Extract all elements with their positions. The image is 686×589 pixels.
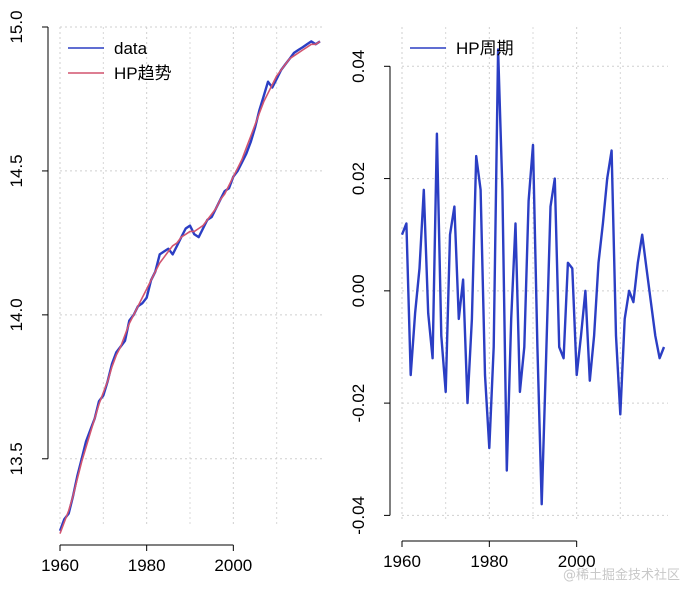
y-tick-label: 0.04 xyxy=(349,50,368,83)
y-tick-label: 14.0 xyxy=(7,298,26,331)
axes: 13.5 14.0 14.5 15.0 1960 1980 2000 xyxy=(7,10,252,575)
x-tick-label: 1980 xyxy=(128,556,166,575)
legend-label: HP趋势 xyxy=(114,64,172,83)
y-tick-label: 15.0 xyxy=(7,10,26,43)
x-tick-label: 1960 xyxy=(41,556,79,575)
hp-trend-panel: 13.5 14.0 14.5 15.0 1960 1980 2000 data HP趋势 xyxy=(7,10,324,575)
legend-label: data xyxy=(114,39,148,58)
legend: data HP趋势 xyxy=(68,39,172,83)
legend-label: HP周期 xyxy=(456,39,514,58)
series-line-data xyxy=(58,40,321,532)
axes: -0.04 -0.02 0.00 0.02 0.04 1960 1980 2000 xyxy=(349,50,596,571)
y-tick-label: -0.04 xyxy=(349,496,368,535)
x-tick-label: 1980 xyxy=(470,552,508,571)
y-tick-label: 0.00 xyxy=(349,274,368,307)
hp-cycle-panel: -0.04 -0.02 0.00 0.02 0.04 1960 1980 2000 HP周期 xyxy=(349,27,668,571)
x-tick-label: 2000 xyxy=(558,552,596,571)
grid xyxy=(59,26,324,525)
y-tick-label: 13.5 xyxy=(7,442,26,475)
legend: HP周期 xyxy=(410,39,514,58)
series-line-hp-trend xyxy=(59,40,321,534)
watermark: @稀土掘金技术社区 xyxy=(562,568,680,583)
y-tick-label: 0.02 xyxy=(349,162,368,195)
x-tick-label: 2000 xyxy=(214,556,252,575)
y-tick-label: 14.5 xyxy=(7,154,26,187)
series-line-hp-cycle xyxy=(400,48,666,506)
y-tick-label: -0.02 xyxy=(349,384,368,423)
x-tick-label: 1960 xyxy=(383,552,421,571)
